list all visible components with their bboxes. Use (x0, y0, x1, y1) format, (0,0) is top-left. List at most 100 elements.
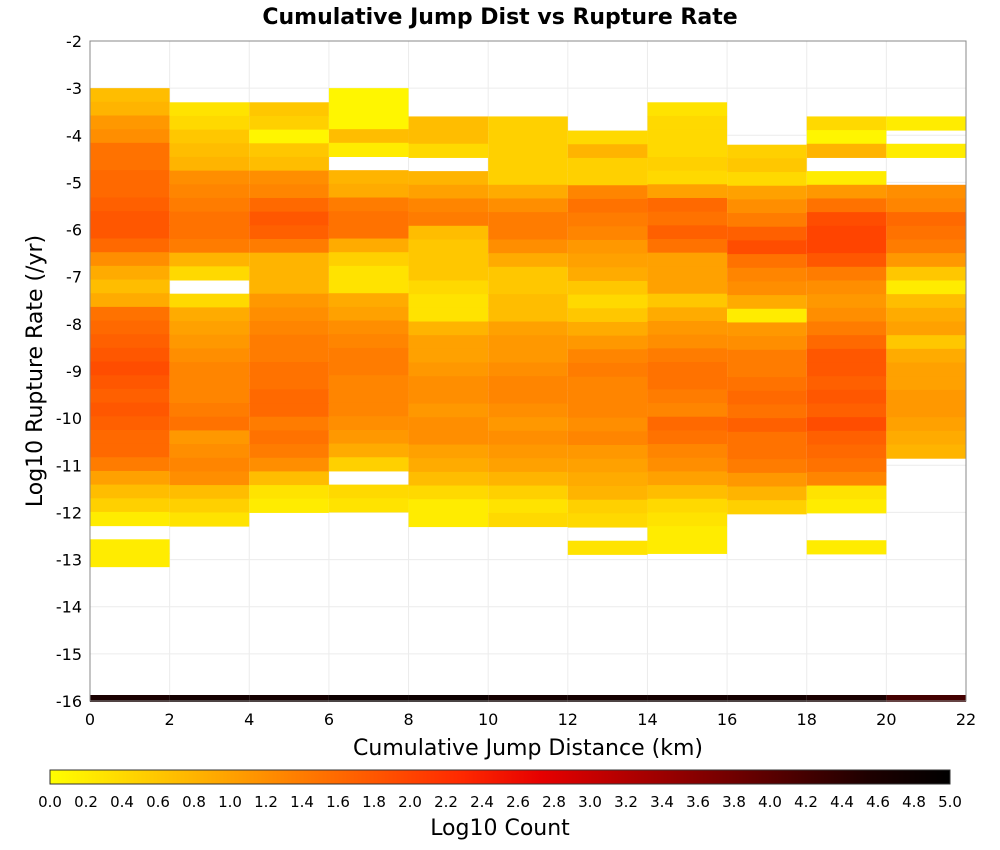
heatmap-cell (90, 457, 170, 472)
heatmap-cell (90, 443, 170, 458)
heatmap-cell (727, 295, 807, 310)
heatmap-cell (249, 293, 329, 308)
heatmap-cell (249, 498, 329, 513)
heatmap-cell (806, 143, 887, 158)
heatmap-cell (567, 390, 648, 405)
heatmap-cell (90, 224, 170, 240)
heatmap-cell (727, 254, 807, 269)
heatmap-cell (727, 377, 807, 392)
colorbar-tick-label: 3.4 (650, 793, 674, 811)
heatmap-cell (90, 375, 170, 390)
x-axis-label: Cumulative Jump Distance (km) (353, 736, 703, 761)
heatmap-cell (90, 320, 170, 335)
heatmap-cell (567, 198, 648, 214)
heatmap-cell (328, 498, 409, 513)
heatmap-cell (90, 142, 170, 157)
colorbar-tick-label: 3.6 (686, 793, 710, 811)
heatmap-cell (90, 279, 170, 294)
heatmap-cell (328, 238, 409, 253)
heatmap-cell (567, 486, 648, 501)
heatmap-cell (647, 375, 728, 390)
heatmap-cell (567, 157, 648, 173)
colorbar-tick-label: 4.8 (902, 793, 926, 811)
x-tick-label: 6 (324, 710, 334, 729)
heatmap-cell (806, 239, 887, 254)
heatmap-cell (328, 443, 409, 458)
heatmap-cell (249, 129, 329, 144)
heatmap-cell (169, 416, 250, 431)
heatmap-cell (169, 115, 250, 131)
heatmap-cell (806, 321, 887, 336)
heatmap-cell (249, 321, 329, 336)
heatmap-cell (249, 403, 329, 418)
heatmap-cell (408, 362, 489, 377)
x-tick-label: 4 (244, 710, 254, 729)
heatmap-cell (408, 143, 489, 158)
heatmap-cell (488, 376, 568, 391)
heatmap-cell (90, 252, 170, 267)
heatmap-cell (727, 158, 807, 173)
heatmap-cell (647, 485, 728, 500)
heatmap-cell (488, 444, 568, 459)
heatmap-cell (408, 212, 489, 227)
heatmap-cell (886, 417, 966, 432)
heatmap-cell (169, 102, 250, 117)
heatmap-cell (647, 156, 728, 172)
heatmap-cell (408, 485, 489, 500)
heatmap-cell (886, 307, 966, 322)
heatmap-cell (408, 430, 489, 446)
heatmap-cell (169, 266, 250, 281)
heatmap-cell (488, 253, 568, 268)
heatmap-cell (567, 376, 648, 391)
heatmap-cell (90, 388, 170, 404)
colorbar-tick-label: 4.2 (794, 793, 818, 811)
heatmap-cell (408, 376, 489, 391)
heatmap-cell (886, 444, 966, 459)
heatmap-cell (488, 335, 568, 350)
heatmap-cell (567, 308, 648, 323)
heatmap-cell (647, 143, 728, 158)
heatmap-cell (169, 321, 250, 336)
colorbar-tick-label: 3.8 (722, 793, 746, 811)
y-tick-label: -6 (66, 221, 82, 240)
heatmap-cell (90, 484, 170, 499)
heatmap-cell (328, 252, 409, 267)
heatmap-cell (567, 362, 648, 378)
colorbar-tick-label: 2.4 (470, 793, 494, 811)
heatmap-cell (328, 211, 409, 226)
colorbar-tick-label: 1.8 (362, 793, 386, 811)
heatmap-cell (408, 266, 489, 281)
heatmap-cell (249, 170, 329, 185)
heatmap-cell (886, 389, 966, 405)
heatmap-cell (169, 362, 250, 377)
heatmap-cell (90, 183, 170, 199)
heatmap-cell (488, 239, 568, 254)
heatmap-cell (408, 280, 489, 295)
heatmap-cell (90, 265, 170, 281)
heatmap-cell (328, 320, 409, 335)
heatmap-cell (488, 212, 568, 227)
y-tick-label: -12 (56, 503, 82, 522)
heatmap-cell (408, 335, 489, 350)
heatmap-cell (249, 211, 329, 226)
x-tick-label: 8 (403, 710, 413, 729)
chart-title: Cumulative Jump Dist vs Rupture Rate (262, 5, 737, 30)
heatmap-cell (328, 224, 409, 240)
heatmap-cell (567, 499, 648, 514)
bottom-band-cell (488, 695, 568, 702)
heatmap-cell (647, 225, 728, 240)
heatmap-cell (90, 101, 170, 116)
heatmap-cell (806, 130, 887, 145)
heatmap-cell (90, 129, 170, 144)
heatmap-cell (647, 321, 728, 336)
heatmap-cell (567, 417, 648, 432)
heatmap-cell (488, 157, 568, 172)
heatmap-cell (488, 171, 568, 186)
heatmap-cell (328, 334, 409, 349)
heatmap-cell (806, 335, 887, 350)
heatmap-cell (488, 389, 568, 405)
heatmap-cell (806, 471, 887, 487)
heatmap-cell (727, 240, 807, 255)
heatmap-cell (488, 130, 568, 145)
heatmap-cell (249, 444, 329, 459)
